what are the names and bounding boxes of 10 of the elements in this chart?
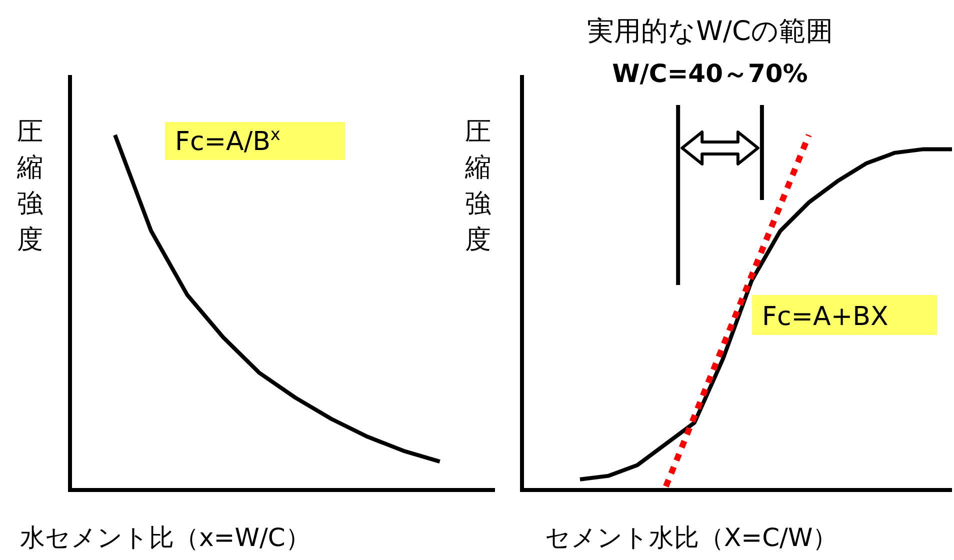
x-axis-title: 水セメント比（x=W/C） (20, 523, 310, 552)
y-axis-title: 圧縮強度 (464, 117, 491, 255)
y-axis-title: 圧縮強度 (16, 117, 43, 255)
x-axis-title: セメント水比（X=C/W） (545, 523, 838, 552)
chart-subtitle: W/C=40～70% (612, 59, 808, 88)
annotation: Fc=A/B$^{x}$ (165, 122, 345, 160)
annotation: Fc=A+BX (752, 295, 937, 335)
annotation: Fc=A/B$^{x}$ (175, 124, 280, 157)
annotation: Fc=A+BX (762, 302, 888, 332)
chart-title: 実用的なW/Cの範囲 (587, 16, 833, 47)
